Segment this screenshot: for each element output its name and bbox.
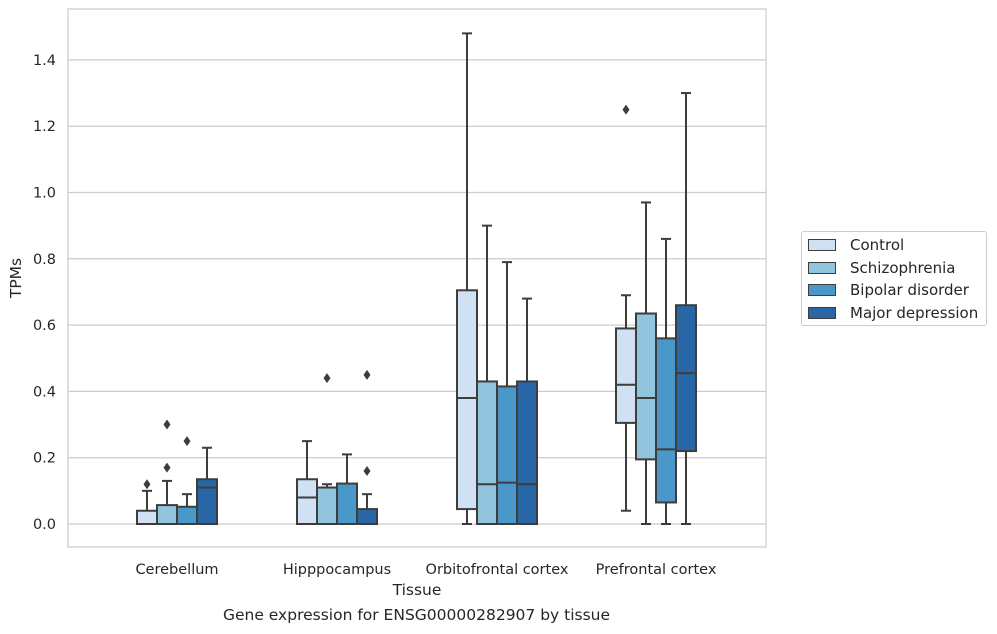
box (316, 486, 338, 526)
legend-item-bipolar-disorder: Bipolar disorder (808, 281, 969, 299)
x-tick-label: Cerebellum (135, 562, 218, 578)
y-axis-label: TPMs (7, 258, 25, 299)
box-hipppocampus-bipolar-disorder (336, 453, 358, 526)
y-axis-ticks: 0.0 0.2 0.4 0.6 0.8 1.0 1.2 1.4 (33, 53, 56, 533)
box (296, 478, 318, 525)
x-tick-label: Hipppocampus (283, 562, 391, 578)
box (196, 478, 218, 525)
box (476, 380, 498, 525)
box-cerebellum-control (136, 479, 158, 525)
legend-label: Major depression (850, 304, 979, 322)
legend-item-major-depression: Major depression (808, 304, 978, 322)
box-orbitofrontal-cortex-control (456, 32, 478, 525)
box (456, 289, 478, 511)
x-tick-label: Prefrontal cortex (596, 562, 717, 578)
box-hipppocampus-major-depression (356, 369, 378, 525)
outlier-point (363, 369, 371, 380)
outlier-point (323, 373, 331, 384)
y-tick-label: 1.2 (33, 119, 56, 135)
y-tick-label: 0.6 (33, 318, 56, 334)
box (176, 505, 198, 525)
box-orbitofrontal-cortex-major-depression (516, 297, 538, 525)
legend-item-schizophrenia: Schizophrenia (808, 259, 955, 277)
x-tick-label: Orbitofrontal cortex (426, 562, 569, 578)
box-cerebellum-schizophrenia (156, 419, 178, 525)
outlier-point (163, 419, 171, 430)
y-tick-label: 0.0 (33, 517, 56, 533)
box (635, 312, 657, 461)
box-prefrontal-cortex-bipolar-disorder (655, 237, 677, 525)
outlier-point (163, 462, 171, 473)
y-tick-label: 0.8 (33, 252, 56, 268)
y-tick-label: 0.4 (33, 384, 56, 400)
outlier-point (363, 465, 371, 476)
legend-label: Schizophrenia (850, 259, 956, 277)
box (675, 304, 697, 453)
box (336, 482, 358, 526)
legend-label: Control (850, 236, 905, 254)
y-tick-label: 1.0 (33, 186, 56, 202)
legend-swatch-bipolar-disorder (808, 284, 836, 296)
outlier-point (183, 436, 191, 447)
legend-swatch-control (808, 239, 836, 251)
box-orbitofrontal-cortex-bipolar-disorder (496, 261, 518, 525)
box-cerebellum-bipolar-disorder (176, 436, 198, 525)
figure-caption: Gene expression for ENSG00000282907 by t… (222, 606, 611, 624)
y-tick-label: 0.2 (33, 451, 56, 467)
x-axis-ticks: Cerebellum Hipppocampus Orbitofrontal cort… (135, 562, 716, 578)
box-hipppocampus-schizophrenia (316, 373, 338, 526)
box-groups (136, 32, 697, 526)
box (516, 380, 538, 525)
plot-area-frame (67, 8, 767, 548)
legend-swatch-schizophrenia (808, 262, 836, 274)
box-prefrontal-cortex-control (615, 104, 637, 512)
outlier-point (622, 104, 630, 115)
box (496, 385, 518, 525)
legend: Control Schizophrenia Bipolar disorder M… (801, 231, 987, 326)
legend-label: Bipolar disorder (850, 281, 969, 299)
box (136, 509, 158, 525)
box-cerebellum-major-depression (196, 446, 218, 525)
box-prefrontal-cortex-major-depression (675, 92, 697, 525)
box (156, 504, 178, 525)
y-tick-label: 1.4 (33, 53, 56, 69)
x-axis-label: Tissue (392, 581, 442, 599)
box-orbitofrontal-cortex-schizophrenia (476, 224, 498, 525)
box (655, 337, 677, 504)
y-gridlines (68, 59, 766, 525)
legend-swatch-major-depression (808, 307, 836, 319)
box (615, 327, 637, 424)
outlier-point (143, 479, 151, 490)
box (356, 508, 378, 525)
box-prefrontal-cortex-schizophrenia (635, 201, 657, 525)
box-hipppocampus-control (296, 440, 318, 525)
legend-item-control: Control (808, 236, 904, 254)
